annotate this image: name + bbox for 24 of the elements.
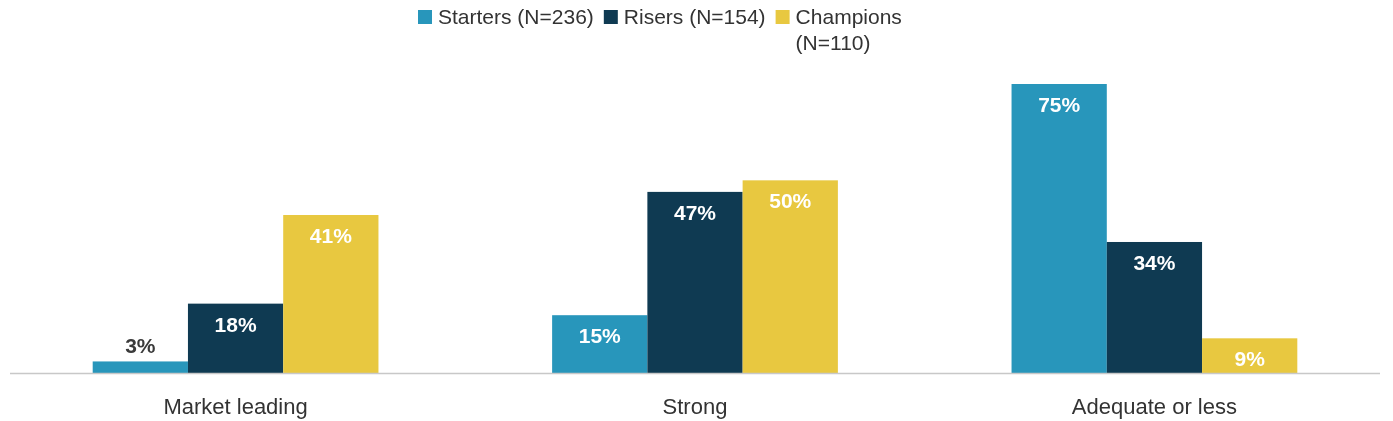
legend-label: Risers (N=154) (623, 5, 766, 28)
bar (1106, 241, 1203, 373)
bar (1011, 84, 1107, 373)
data-label: 3% (125, 334, 156, 358)
legend-label: Starters (N=236) (438, 5, 594, 28)
data-label: 47% (673, 200, 717, 224)
data-label: 50% (769, 189, 812, 213)
data-label: 15% (578, 324, 622, 348)
x-tick-label: Adequate or less (1071, 394, 1237, 419)
data-label: 18% (214, 312, 257, 336)
data-label: 34% (1133, 250, 1176, 274)
data-label: 41% (309, 224, 353, 248)
x-tick-label: Market leading (163, 394, 308, 419)
bar (187, 303, 284, 373)
data-label: 9% (1234, 347, 1266, 371)
bar (552, 315, 648, 373)
legend-label: Champions (N=110) (795, 5, 902, 54)
bar (92, 361, 188, 373)
x-tick-label: Strong (662, 394, 728, 419)
bar (283, 215, 379, 373)
bar (1202, 338, 1298, 373)
data-label: 75% (1038, 93, 1081, 116)
bar (742, 180, 838, 373)
bar (647, 191, 743, 373)
